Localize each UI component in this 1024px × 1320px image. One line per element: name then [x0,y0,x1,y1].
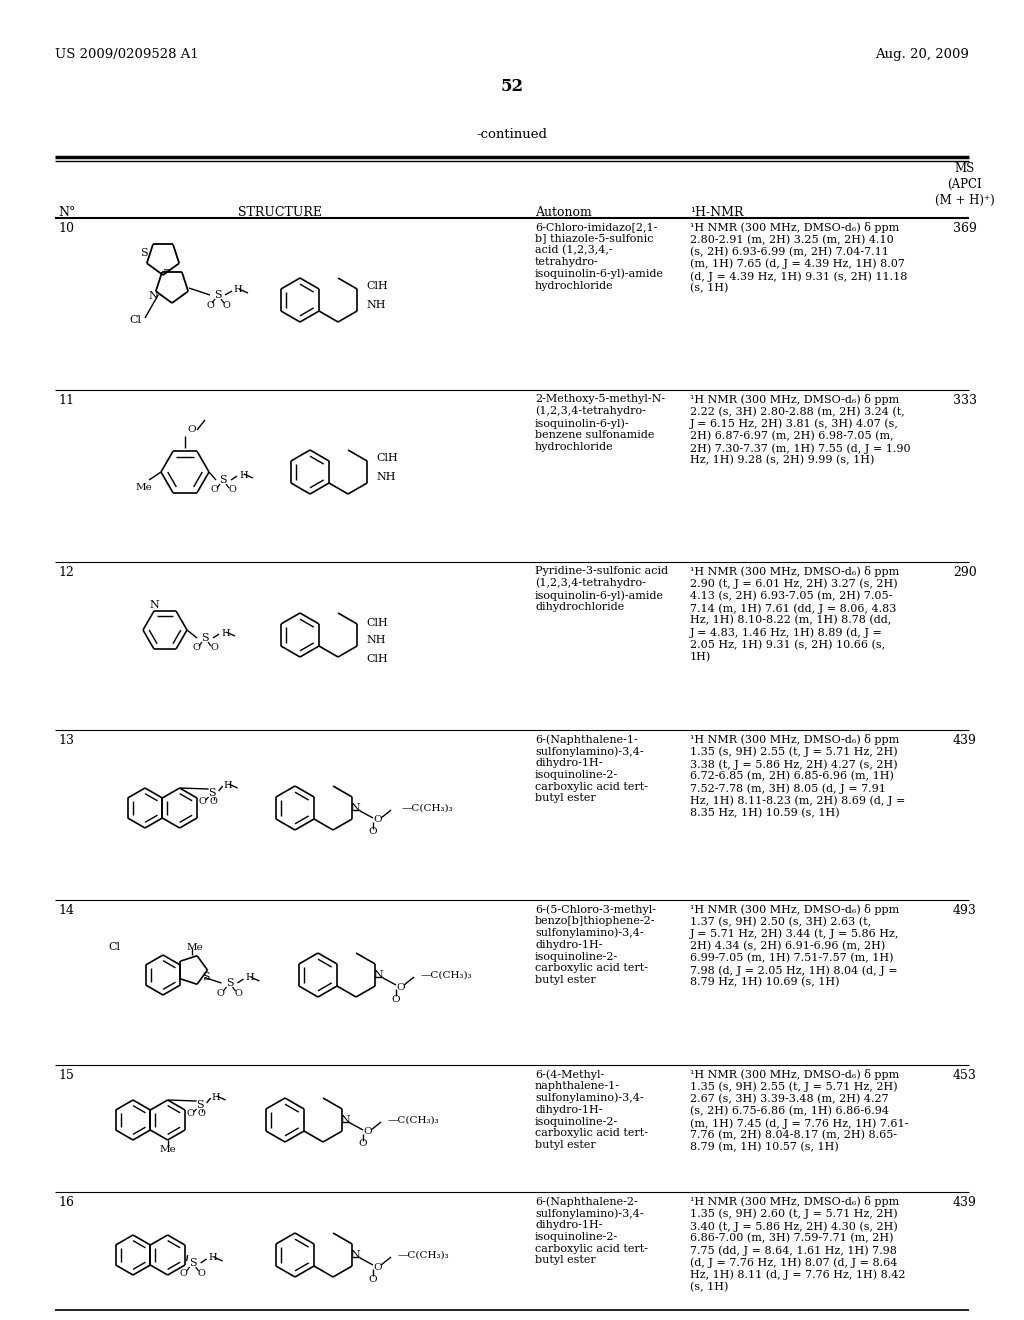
Text: O: O [396,982,406,991]
Text: ¹H NMR (300 MHz, DMSO-d₆) δ ppm
1.35 (s, 9H) 2.55 (t, J = 5.71 Hz, 2H)
2.67 (s, : ¹H NMR (300 MHz, DMSO-d₆) δ ppm 1.35 (s,… [690,1069,908,1152]
Text: —C(CH₃)₃: —C(CH₃)₃ [420,970,472,979]
Text: 453: 453 [953,1069,977,1082]
Text: 14: 14 [58,904,74,917]
Text: O: O [210,644,218,652]
Text: ¹H NMR (300 MHz, DMSO-d₆) δ ppm
1.37 (s, 9H) 2.50 (s, 3H) 2.63 (t,
J = 5.71 Hz, : ¹H NMR (300 MHz, DMSO-d₆) δ ppm 1.37 (s,… [690,904,899,987]
Text: S: S [201,634,209,643]
Text: 15: 15 [58,1069,74,1082]
Text: O: O [199,797,207,807]
Text: Cl: Cl [108,942,120,952]
Text: ClH: ClH [376,453,397,463]
Text: H: H [221,628,229,638]
Text: US 2009/0209528 A1: US 2009/0209528 A1 [55,48,199,61]
Text: NH: NH [376,473,395,482]
Text: O: O [206,301,214,309]
Text: Me: Me [135,483,153,492]
Text: Pyridine-3-sulfonic acid
(1,2,3,4-tetrahydro-
isoquinolin-6-yl)-amide
dihydrochl: Pyridine-3-sulfonic acid (1,2,3,4-tetrah… [535,566,668,612]
Text: 6-Chloro-imidazo[2,1-
b] thiazole-5-sulfonic
acid (1,2,3,4,-
tetrahydro-
isoquin: 6-Chloro-imidazo[2,1- b] thiazole-5-sulf… [535,222,664,292]
Text: N: N [350,1250,359,1261]
Text: O: O [392,994,400,1003]
Text: Me: Me [160,1146,176,1155]
Text: H: H [209,1254,217,1262]
Text: 493: 493 [953,904,977,917]
Text: O: O [193,644,200,652]
Text: -continued: -continued [476,128,548,141]
Text: 10: 10 [58,222,74,235]
Text: O: O [374,1262,382,1271]
Text: Me: Me [186,942,203,952]
Text: N: N [150,601,159,610]
Text: 6-(5-Chloro-3-methyl-
benzo[b]thiophene-2-
sulfonylamino)-3,4-
dihydro-1H-
isoqu: 6-(5-Chloro-3-methyl- benzo[b]thiophene-… [535,904,656,985]
Text: O: O [369,1275,378,1283]
Text: 11: 11 [58,393,74,407]
Text: N: N [148,292,158,301]
Text: 52: 52 [501,78,523,95]
Text: 439: 439 [953,1196,977,1209]
Text: Aug. 20, 2009: Aug. 20, 2009 [876,48,969,61]
Text: MS
(APCI
(M + H)⁺): MS (APCI (M + H)⁺) [935,162,995,207]
Text: 6-(Naphthalene-1-
sulfonylamino)-3,4-
dihydro-1H-
isoquinoline-2-
carboxylic aci: 6-(Naphthalene-1- sulfonylamino)-3,4- di… [535,734,648,804]
Text: 333: 333 [953,393,977,407]
Text: S: S [188,1258,197,1269]
Text: H: H [233,285,242,293]
Text: ¹H NMR (300 MHz, DMSO-d₆) δ ppm
1.35 (s, 9H) 2.60 (t, J = 5.71 Hz, 2H)
3.40 (t, : ¹H NMR (300 MHz, DMSO-d₆) δ ppm 1.35 (s,… [690,1196,905,1292]
Text: O: O [198,1110,206,1118]
Text: N: N [340,1115,350,1125]
Text: 2-Methoxy-5-methyl-N-
(1,2,3,4-tetrahydro-
isoquinolin-6-yl)-
benzene sulfonamid: 2-Methoxy-5-methyl-N- (1,2,3,4-tetrahydr… [535,393,666,451]
Text: Autonom: Autonom [535,206,592,219]
Text: 439: 439 [953,734,977,747]
Text: O: O [369,828,378,837]
Text: ¹H NMR (300 MHz, DMSO-d₆) δ ppm
2.80-2.91 (m, 2H) 3.25 (m, 2H) 4.10
(s, 2H) 6.93: ¹H NMR (300 MHz, DMSO-d₆) δ ppm 2.80-2.9… [690,222,907,293]
Text: H: H [239,470,248,479]
Text: N: N [373,970,383,979]
Text: S: S [214,290,222,300]
Text: S: S [196,1100,204,1110]
Text: NH: NH [366,635,386,645]
Text: O: O [228,486,236,495]
Text: 6-(4-Methyl-
naphthalene-1-
sulfonylamino)-3,4-
dihydro-1H-
isoquinoline-2-
carb: 6-(4-Methyl- naphthalene-1- sulfonylamin… [535,1069,648,1150]
Text: ClH: ClH [366,653,388,664]
Text: O: O [234,989,243,998]
Text: 369: 369 [953,222,977,235]
Text: S: S [208,788,215,799]
Text: S: S [225,978,233,987]
Text: 290: 290 [953,566,977,579]
Text: O: O [210,486,218,495]
Text: O: O [222,301,230,309]
Text: ¹H NMR (300 MHz, DMSO-d₆) δ ppm
1.35 (s, 9H) 2.55 (t, J = 5.71 Hz, 2H)
3.38 (t, : ¹H NMR (300 MHz, DMSO-d₆) δ ppm 1.35 (s,… [690,734,905,818]
Text: S: S [140,248,148,257]
Text: ClH: ClH [366,281,388,290]
Text: ≡: ≡ [162,267,169,275]
Text: S: S [219,475,226,484]
Text: ¹H-NMR: ¹H-NMR [690,206,743,219]
Text: 12: 12 [58,566,74,579]
Text: ClH: ClH [366,618,388,628]
Text: O: O [187,425,197,434]
Text: —C(CH₃)₃: —C(CH₃)₃ [401,804,453,813]
Text: H: H [212,1093,220,1101]
Text: 13: 13 [58,734,74,747]
Text: ¹H NMR (300 MHz, DMSO-d₆) δ ppm
2.22 (s, 3H) 2.80-2.88 (m, 2H) 3.24 (t,
J = 6.15: ¹H NMR (300 MHz, DMSO-d₆) δ ppm 2.22 (s,… [690,393,910,466]
Text: —C(CH₃)₃: —C(CH₃)₃ [397,1250,449,1259]
Text: 6-(Naphthalene-2-
sulfonylamino)-3,4-
dihydro-1H-
isoquinoline-2-
carboxylic aci: 6-(Naphthalene-2- sulfonylamino)-3,4- di… [535,1196,648,1266]
Text: O: O [198,1269,206,1278]
Text: O: O [364,1127,373,1137]
Text: O: O [186,1110,195,1118]
Text: O: O [216,989,224,998]
Text: O: O [179,1269,187,1278]
Text: H: H [246,974,254,982]
Text: ¹H NMR (300 MHz, DMSO-d₆) δ ppm
2.90 (t, J = 6.01 Hz, 2H) 3.27 (s, 2H)
4.13 (s, : ¹H NMR (300 MHz, DMSO-d₆) δ ppm 2.90 (t,… [690,566,899,661]
Text: —C(CH₃)₃: —C(CH₃)₃ [387,1115,438,1125]
Text: N°: N° [58,206,76,219]
Text: O: O [358,1139,368,1148]
Text: O: O [210,797,217,807]
Text: 16: 16 [58,1196,74,1209]
Text: H: H [223,780,232,789]
Text: NH: NH [366,300,386,310]
Text: Cl: Cl [129,315,141,325]
Text: N: N [350,803,359,813]
Text: S: S [202,973,210,982]
Text: O: O [374,816,382,825]
Text: STRUCTURE: STRUCTURE [238,206,322,219]
